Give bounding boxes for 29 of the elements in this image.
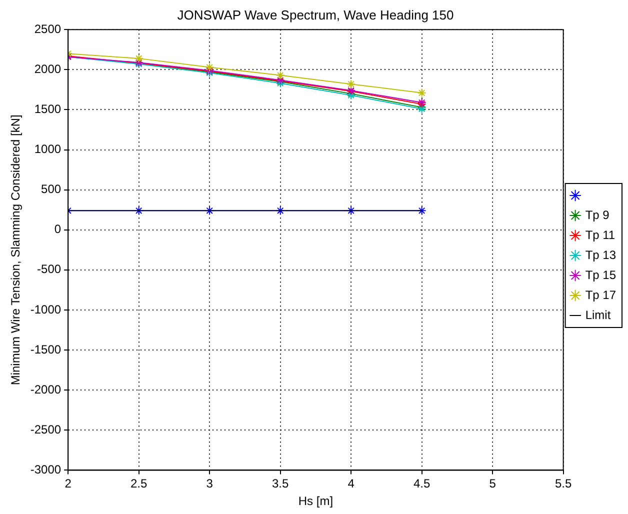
y-tick-label: -2500 xyxy=(30,422,62,436)
y-tick-label: 2500 xyxy=(34,22,62,36)
legend-label: Tp 9 xyxy=(585,208,610,222)
x-tick-label: 2.5 xyxy=(130,476,148,491)
y-tick-label: -1000 xyxy=(30,302,62,316)
y-tick-label: -1500 xyxy=(30,342,62,356)
x-tick-label: 5 xyxy=(489,476,496,491)
legend-label: Tp 13 xyxy=(585,248,616,262)
y-tick-label: -2000 xyxy=(30,382,62,396)
x-tick-label: 2 xyxy=(64,476,72,491)
y-tick-label: 1500 xyxy=(34,102,62,116)
y-axis-title: Minimum Wire Tension, Slamming Considered [kN] xyxy=(8,114,23,386)
x-tick-label: 4 xyxy=(348,476,355,491)
x-tick-label: 5.5 xyxy=(554,476,572,491)
y-tick-label: 1000 xyxy=(34,142,62,156)
y-tick-label: -3000 xyxy=(30,462,62,477)
legend-label: Tp 15 xyxy=(585,268,616,282)
x-tick-label: 3.5 xyxy=(272,476,289,491)
x-tick-label: 3 xyxy=(206,476,214,491)
legend-label: Limit xyxy=(585,308,612,322)
legend-label: Tp 17 xyxy=(585,288,616,302)
x-tick-label: 4.5 xyxy=(413,476,430,491)
chart-title: JONSWAP Wave Spectrum, Wave Heading 150 xyxy=(177,7,454,22)
y-tick-label: 0 xyxy=(54,222,62,236)
x-axis-title: Hs [m] xyxy=(298,494,334,508)
y-tick-label: 2000 xyxy=(34,62,62,76)
y-tick-label: 500 xyxy=(41,182,62,196)
legend-label: Tp 11 xyxy=(585,228,616,242)
y-tick-label: -500 xyxy=(37,262,62,276)
